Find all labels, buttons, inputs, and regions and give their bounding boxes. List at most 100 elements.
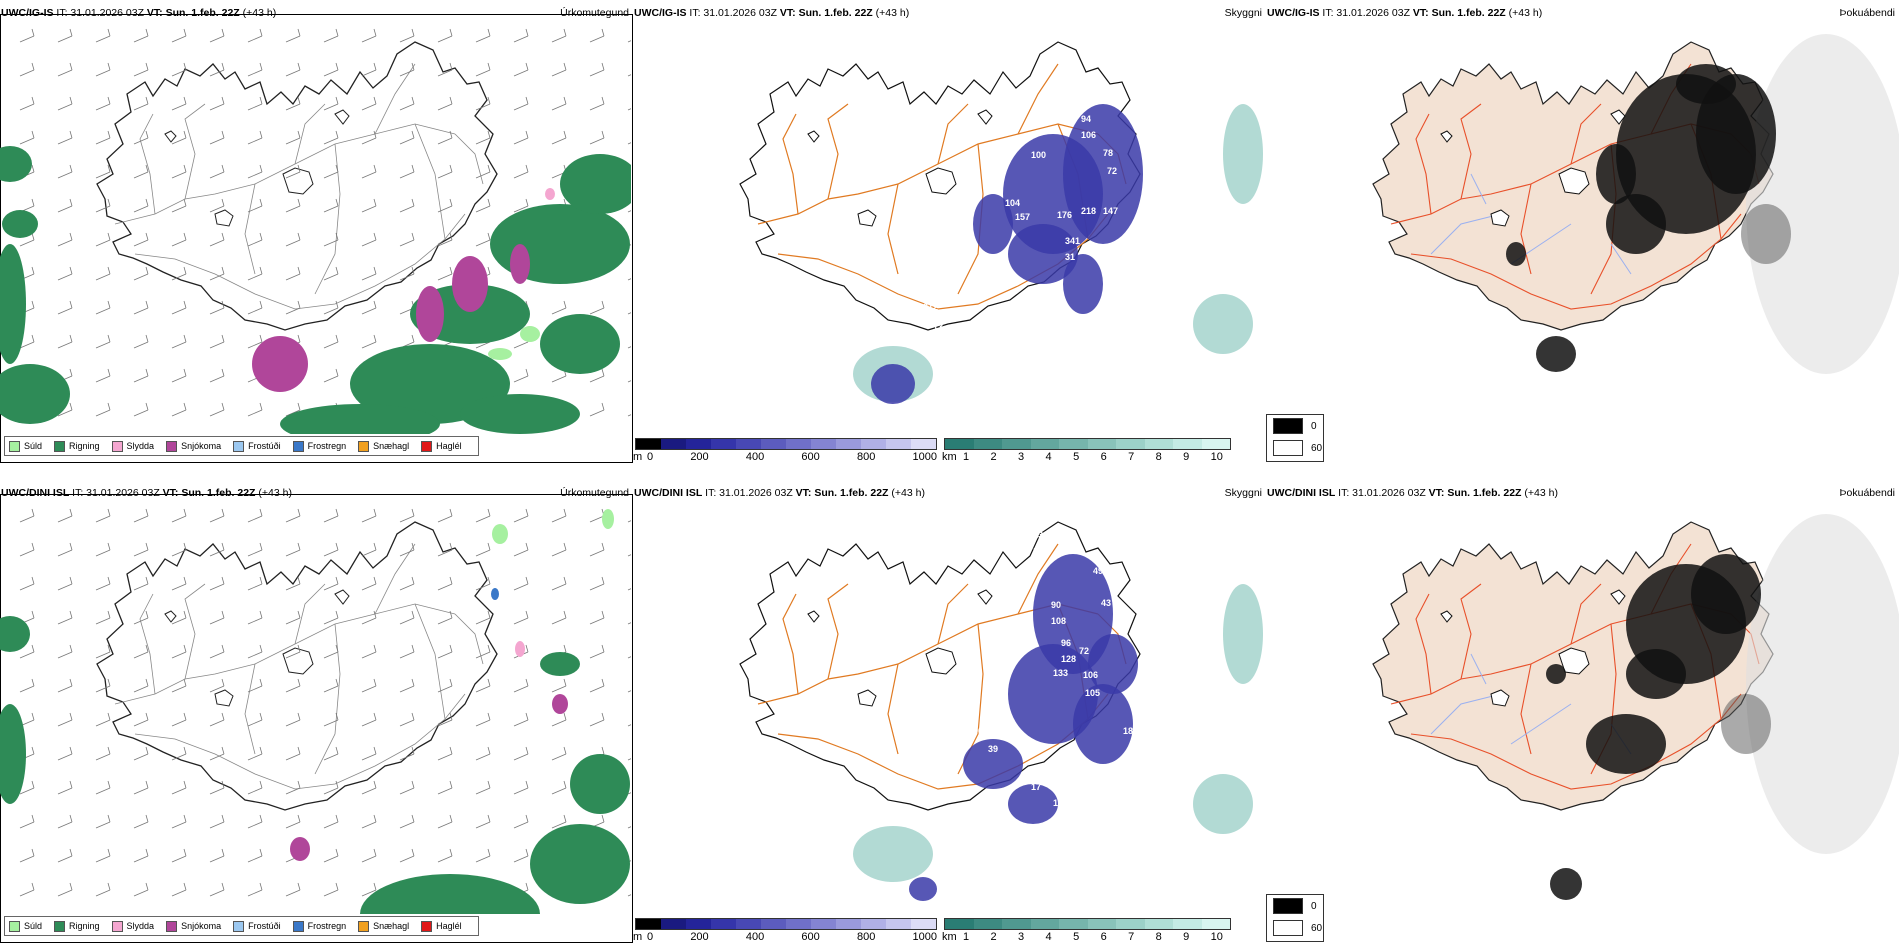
color-step [973, 439, 1002, 449]
visibility-label: 147 [1103, 206, 1118, 216]
road-line [937, 583, 969, 645]
legend-swatch [111, 920, 123, 932]
legend-item: Haglél [421, 920, 462, 932]
road-line [887, 183, 899, 275]
legend-swatch [9, 440, 20, 452]
tick-label: 5 [1073, 931, 1080, 943]
tick-label: 4 [1045, 931, 1052, 943]
color-step [1059, 439, 1088, 449]
glacier-outline [164, 130, 177, 143]
data-area [1746, 514, 1899, 854]
color-step [636, 919, 661, 929]
legend-item: Frostregn [292, 920, 346, 932]
visibility-label: 43 [1101, 598, 1111, 608]
legend-label: Súld [24, 921, 43, 931]
color-step [836, 919, 861, 929]
data-area [252, 336, 308, 392]
visibility-label: 148 [1033, 546, 1048, 556]
legend-item: Rigning [54, 920, 100, 932]
visibility-label: 78 [1103, 148, 1113, 158]
data-area [1223, 584, 1263, 684]
road-line [414, 123, 446, 240]
visibility-label: 157 [1015, 212, 1030, 222]
legend-swatch [421, 440, 433, 452]
data-area [0, 704, 26, 804]
precip-type-legend: Súld Rigning Slydda Snjókoma Frostúði Frostre… [4, 436, 479, 456]
road-line [294, 583, 326, 645]
data-area [452, 256, 488, 312]
visibility-label: 341 [1065, 236, 1080, 246]
glacier-outline [214, 689, 234, 707]
legend-swatch [54, 920, 66, 932]
visibility-label: 183 [1123, 726, 1138, 736]
data-area [1691, 554, 1761, 634]
color-step [686, 439, 711, 449]
data-area [545, 188, 555, 200]
color-step [1030, 439, 1059, 449]
visibility-label: 31 [1065, 252, 1075, 262]
visibility-label: 58 [1153, 104, 1163, 114]
road-line [827, 583, 849, 680]
road-line [827, 103, 849, 200]
data-area [540, 314, 620, 374]
road-line [114, 123, 456, 225]
visibility-label: 104 [1005, 198, 1020, 208]
data-area [460, 394, 580, 434]
tick-label: 9 [1183, 451, 1190, 463]
glacier-outline [1490, 209, 1510, 227]
legend-swatch [292, 920, 304, 932]
legend-item: Slydda [111, 440, 154, 452]
tick-label: 7 [1128, 451, 1135, 463]
color-step [911, 919, 936, 929]
data-area [540, 652, 580, 676]
tick-label: 1000 [912, 931, 937, 943]
data-area [1506, 242, 1526, 266]
panel-title: UWC/DINI ISL IT: 31.01.2026 03Z VT: Sun.… [634, 487, 925, 499]
road-line [782, 113, 799, 215]
visibility-label: 77 [949, 892, 959, 902]
visibility-label: 136 [1033, 530, 1048, 540]
road-line [454, 613, 484, 665]
visibility-areas [909, 554, 1138, 901]
road-line [114, 603, 456, 705]
data-area [0, 146, 32, 182]
tick-label: 800 [856, 451, 876, 463]
data-area [0, 364, 70, 424]
panel-product-name: Úrkomutegund [560, 487, 629, 499]
tick-label: 0 [647, 931, 654, 943]
road-line [1520, 183, 1532, 275]
data-area [488, 348, 512, 360]
data-area [570, 754, 630, 814]
tick-label: 5 [1073, 451, 1080, 463]
elevation-color-bar [635, 918, 937, 930]
panel-title: UWC/IG-IS IT: 31.01.2026 03Z VT: Sun. 1.… [1, 7, 277, 19]
data-area [0, 244, 26, 364]
glacier-outline [857, 209, 877, 227]
color-step [1201, 919, 1230, 929]
legend-label: Súld [24, 441, 43, 451]
data-area [1676, 64, 1736, 104]
glacier-outline [1610, 589, 1626, 605]
tick-label: 400 [745, 451, 765, 463]
road-line [1570, 583, 1602, 645]
glacier-outline [282, 167, 314, 195]
road-line [374, 543, 416, 615]
elevation-ticks: 0 200 400 600 800 1000 [647, 451, 937, 463]
data-area [1550, 868, 1582, 900]
panel-product-name: Skyggni [1224, 487, 1262, 499]
color-step [861, 439, 886, 449]
tick-label: 8 [1155, 451, 1162, 463]
iceland-map: 94 94 106 100 86 58 69 72 78 104 157 176 218 147 341 31… [739, 41, 1263, 404]
tick-label: 200 [690, 931, 709, 943]
river-line [1470, 653, 1487, 685]
legend-swatch [1273, 898, 1303, 914]
road-line [134, 693, 466, 790]
data-area [1546, 664, 1566, 684]
road-line [414, 603, 446, 720]
panel-title: UWC/IG-IS IT: 31.01.2026 03Z VT: Sun. 1.… [1267, 7, 1543, 19]
data-area [1063, 254, 1103, 314]
legend-swatch [9, 920, 20, 932]
tick-label: 600 [801, 931, 820, 943]
visibility-label: 72 [1107, 166, 1117, 176]
color-step [861, 919, 886, 929]
